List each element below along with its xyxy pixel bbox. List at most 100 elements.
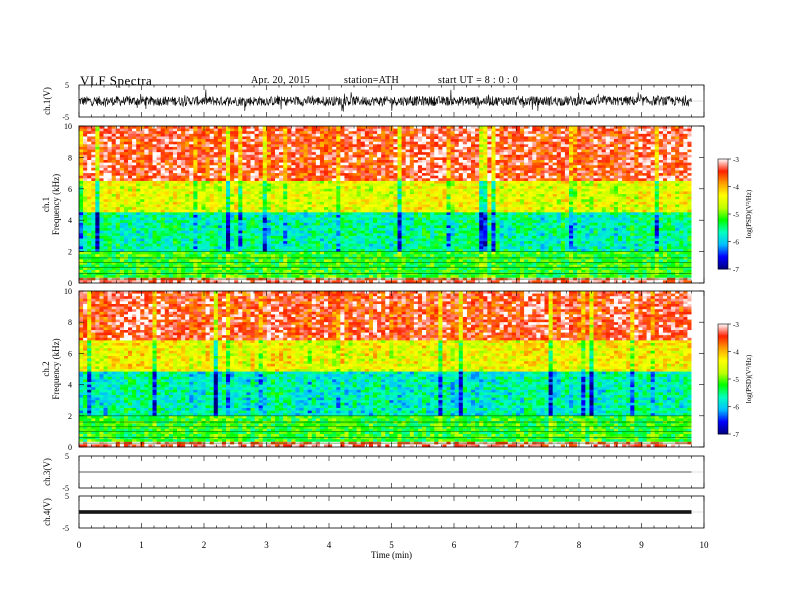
heatmap-cell <box>295 157 300 161</box>
heatmap-cell <box>246 141 251 145</box>
heatmap-cell <box>250 173 255 177</box>
heatmap-cell <box>164 152 170 156</box>
heatmap-cell <box>144 136 149 140</box>
heatmap-cell <box>430 173 435 177</box>
heatmap-cell <box>79 183 84 187</box>
heatmap-cell <box>266 152 272 156</box>
heatmap-cell <box>675 144 680 148</box>
heatmap-cell <box>140 175 145 179</box>
heatmap-cell <box>475 175 480 179</box>
heatmap-cell <box>209 175 215 179</box>
heatmap-cell <box>577 201 582 205</box>
heatmap-cell <box>344 131 349 135</box>
heatmap-cell <box>275 173 280 177</box>
heatmap-cell <box>168 191 174 195</box>
heatmap-cell <box>246 131 251 135</box>
heatmap-cell <box>234 180 239 184</box>
heatmap-cell <box>87 146 92 150</box>
heatmap-cell <box>401 136 407 140</box>
heatmap-cell <box>581 201 586 205</box>
heatmap-cell <box>254 144 260 148</box>
heatmap-cell <box>340 126 345 130</box>
heatmap-cell <box>634 207 639 211</box>
heatmap-cell <box>287 201 292 205</box>
heatmap-cell <box>364 141 370 145</box>
heatmap-cell <box>177 170 182 174</box>
heatmap-cell <box>446 149 451 153</box>
heatmap-cell <box>332 201 337 205</box>
heatmap-cell <box>462 144 468 148</box>
heatmap-cell <box>532 133 537 137</box>
heatmap-cell <box>152 154 157 158</box>
heatmap-cell <box>413 157 419 161</box>
heatmap-cell <box>528 165 533 169</box>
heatmap-cell <box>495 139 500 143</box>
heatmap-cell <box>201 173 206 177</box>
heatmap-cell <box>589 175 594 179</box>
heatmap-cell <box>270 178 276 182</box>
heatmap-cell <box>356 178 362 182</box>
heatmap-cell <box>397 144 402 148</box>
heatmap-cell <box>95 188 100 192</box>
heatmap-cell <box>528 160 533 164</box>
heatmap-cell <box>667 139 672 143</box>
heatmap-cell <box>238 141 243 145</box>
heatmap-cell <box>609 194 615 198</box>
heatmap-cell <box>87 126 92 130</box>
heatmap-cell <box>609 146 615 150</box>
heatmap-cell <box>381 209 386 213</box>
heatmap-cell <box>458 204 464 208</box>
heatmap-cell <box>471 154 476 158</box>
heatmap-cell <box>299 209 304 213</box>
heatmap-cell <box>458 152 464 156</box>
heatmap-cell <box>152 175 157 179</box>
heatmap-cell <box>495 128 500 132</box>
heatmap-cell <box>654 207 660 211</box>
heatmap-cell <box>450 167 456 171</box>
heatmap-cell <box>683 139 688 143</box>
heatmap-cell <box>622 144 627 148</box>
heatmap-cell <box>168 180 174 184</box>
heatmap-cell <box>662 186 668 190</box>
heatmap-cell <box>364 165 370 169</box>
heatmap-cell <box>564 141 570 145</box>
heatmap-cell <box>585 199 590 203</box>
heatmap-cell <box>438 149 443 153</box>
heatmap-cell <box>307 183 313 187</box>
heatmap-cell <box>311 154 317 158</box>
heatmap-cell <box>393 173 398 177</box>
heatmap-cell <box>217 196 223 200</box>
heatmap-cell <box>238 146 243 150</box>
heatmap-cell <box>287 152 292 156</box>
heatmap-cell <box>626 170 631 174</box>
heatmap-cell <box>152 152 157 156</box>
heatmap-cell <box>393 199 398 203</box>
heatmap-cell <box>258 188 264 192</box>
heatmap-cell <box>266 139 272 143</box>
heatmap-cell <box>99 191 104 195</box>
heatmap-cell <box>144 157 149 161</box>
heatmap-cell <box>221 136 227 140</box>
heatmap-cell <box>144 162 149 166</box>
heatmap-cell <box>377 170 382 174</box>
heatmap-cell <box>426 128 431 132</box>
heatmap-cell <box>667 157 672 161</box>
heatmap-cell <box>185 186 190 190</box>
heatmap-cell <box>283 149 288 153</box>
heatmap-cell <box>226 191 231 195</box>
heatmap-cell <box>569 191 574 195</box>
heatmap-cell <box>311 178 317 182</box>
heatmap-cell <box>205 136 211 140</box>
heatmap-cell <box>238 199 243 203</box>
heatmap-cell <box>413 136 419 140</box>
heatmap-cell <box>540 133 545 137</box>
heatmap-cell <box>279 183 284 187</box>
heatmap-cell <box>385 146 390 150</box>
heatmap-cell <box>319 186 325 190</box>
heatmap-cell <box>266 170 272 174</box>
heatmap-cell <box>618 128 623 132</box>
heatmap-cell <box>446 178 451 182</box>
heatmap-cell <box>230 149 235 153</box>
heatmap-cell <box>295 180 300 184</box>
heatmap-cell <box>536 141 541 145</box>
